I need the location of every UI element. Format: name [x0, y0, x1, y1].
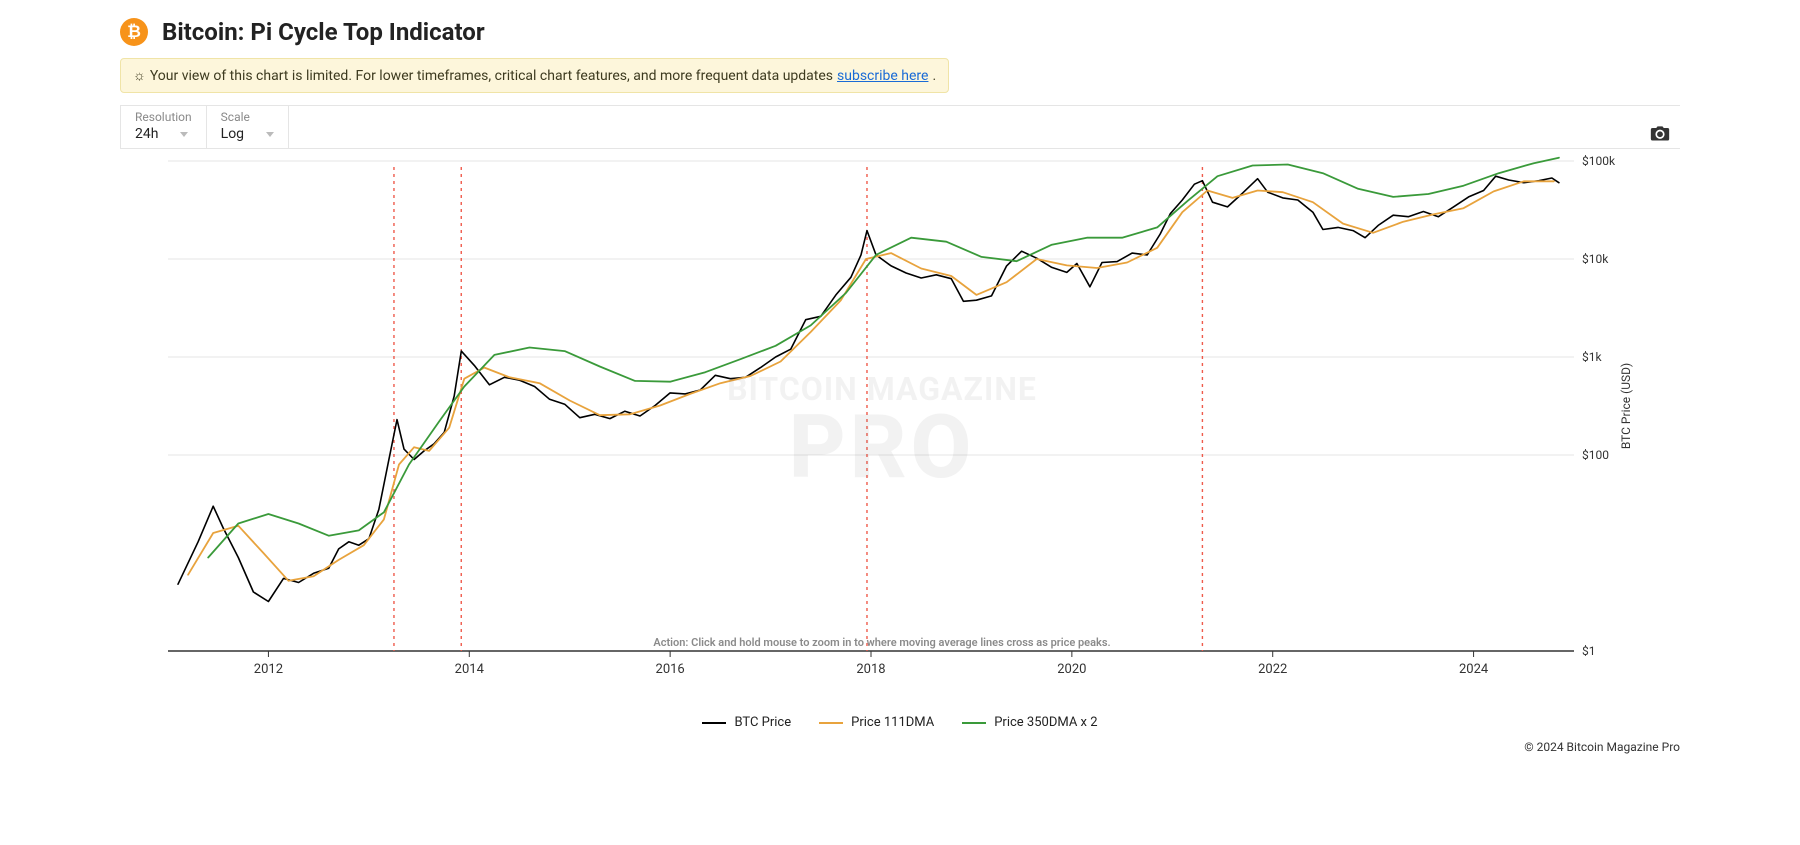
camera-icon [1650, 124, 1670, 142]
svg-text:2012: 2012 [254, 662, 283, 677]
resolution-value: 24h [135, 126, 158, 142]
price-chart: $1 $100 $1k $10k $100k 2012 2014 2016 2018 2020 20… [120, 151, 1644, 711]
legend-item[interactable]: Price 111DMA [819, 715, 934, 730]
page-title: Bitcoin: Pi Cycle Top Indicator [162, 18, 485, 46]
chart-area[interactable]: BITCOIN MAGAZINE PRO $1$100$1k$10k$100k2… [120, 151, 1644, 711]
svg-text:2018: 2018 [856, 662, 885, 677]
screenshot-button[interactable] [1640, 118, 1680, 148]
svg-text:$100k: $100k [1582, 154, 1616, 168]
scale-select[interactable]: Scale Log [207, 106, 289, 148]
bitcoin-icon: ₿ [120, 18, 148, 46]
chart-toolbar: Resolution 24h Scale Log [120, 105, 1680, 149]
legend-item[interactable]: Price 350DMA x 2 [962, 715, 1097, 730]
page-title-row: ₿ Bitcoin: Pi Cycle Top Indicator [120, 18, 1680, 46]
legend-item[interactable]: BTC Price [702, 715, 791, 730]
svg-text:$10k: $10k [1582, 252, 1609, 266]
banner-text: Your view of this chart is limited. For … [150, 68, 833, 84]
resolution-select[interactable]: Resolution 24h [120, 106, 207, 148]
svg-text:$100: $100 [1582, 448, 1609, 462]
svg-text:2020: 2020 [1057, 662, 1086, 677]
resolution-label: Resolution [121, 106, 206, 124]
svg-text:2024: 2024 [1459, 662, 1489, 677]
chart-legend: BTC Price Price 111DMA Price 350DMA x 2 [120, 715, 1680, 730]
sun-icon: ☼ [133, 67, 146, 84]
chevron-down-icon [180, 132, 188, 137]
limited-view-banner: ☼ Your view of this chart is limited. Fo… [120, 58, 949, 93]
scale-value: Log [221, 126, 244, 142]
subscribe-link[interactable]: subscribe here [837, 68, 928, 84]
svg-text:2016: 2016 [656, 662, 685, 677]
scale-label: Scale [207, 106, 288, 124]
svg-text:2022: 2022 [1258, 662, 1287, 677]
chevron-down-icon [266, 132, 274, 137]
svg-text:BTC Price (USD): BTC Price (USD) [1619, 363, 1633, 449]
svg-text:$1: $1 [1582, 644, 1596, 658]
svg-text:$1k: $1k [1582, 350, 1602, 364]
copyright: © 2024 Bitcoin Magazine Pro [120, 740, 1680, 754]
chart-hint: Action: Click and hold mouse to zoom in … [653, 636, 1110, 649]
svg-text:2014: 2014 [455, 662, 485, 677]
